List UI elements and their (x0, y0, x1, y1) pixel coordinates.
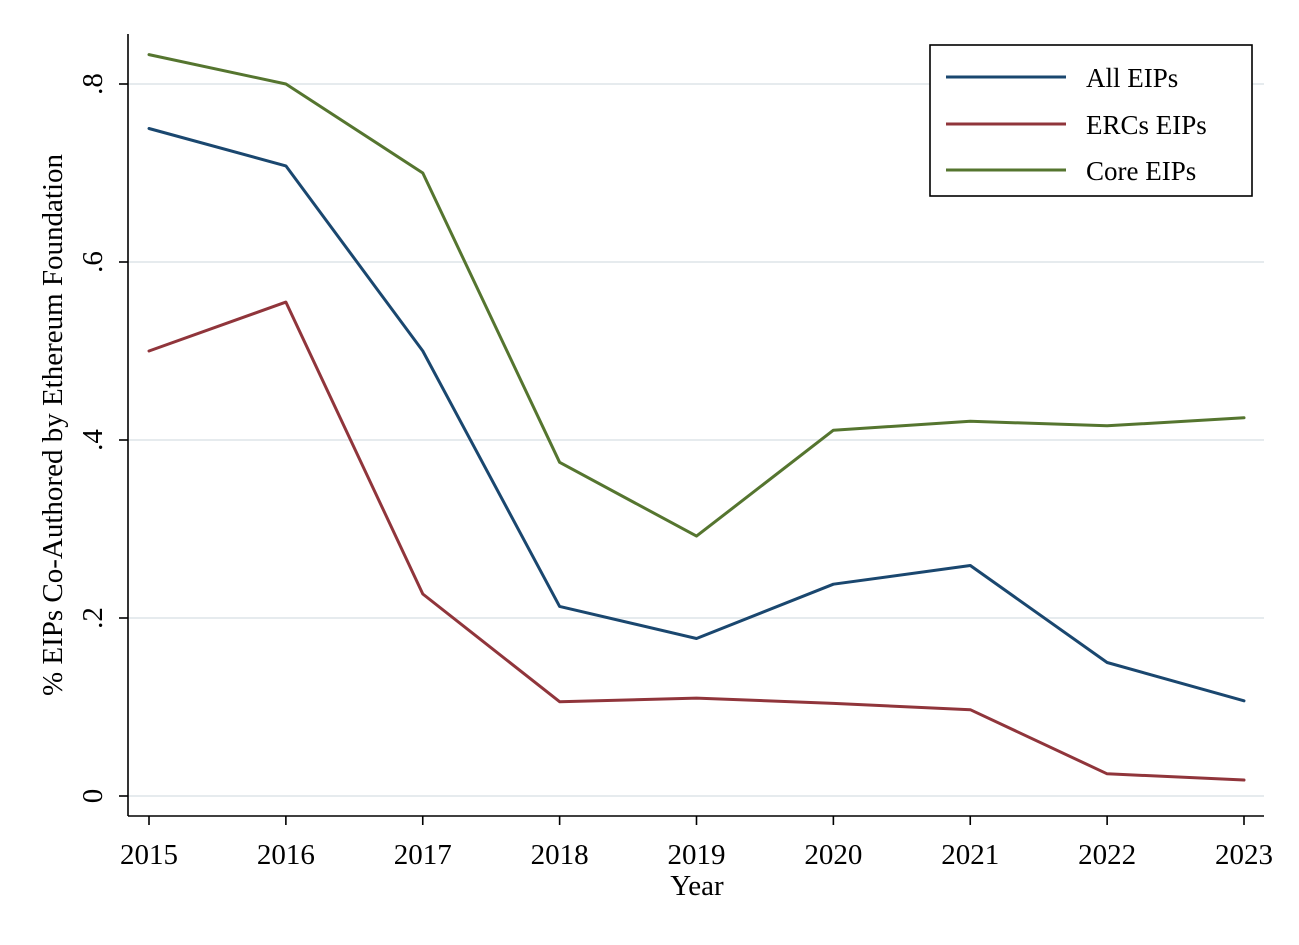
series-line-all-eips (147, 127, 1246, 703)
x-tick-label: 2021 (941, 839, 999, 871)
y-tick-label: 0 (77, 789, 109, 804)
y-axis-title: % EIPs Co-Authored by Ethereum Foundatio… (37, 153, 69, 696)
x-tick-label: 2022 (1078, 839, 1136, 871)
x-tick-label: 2019 (668, 839, 726, 871)
gridlines (128, 83, 1264, 797)
x-tick-label: 2018 (531, 839, 589, 871)
x-tick-label: 2015 (120, 839, 178, 871)
series-line-ercs-eips (147, 300, 1246, 782)
legend-label: Core EIPs (1086, 156, 1196, 186)
legend-label: ERCs EIPs (1086, 110, 1207, 140)
x-axis-title: Year (670, 870, 724, 902)
series-line-core-eips (147, 53, 1246, 538)
legend-label: All EIPs (1086, 63, 1178, 93)
y-tick-label: .8 (77, 73, 109, 95)
x-tick-label: 2023 (1215, 839, 1273, 871)
y-tick-label: .4 (77, 429, 109, 451)
y-tick-label: .2 (77, 607, 109, 629)
x-tick-label: 2017 (394, 839, 452, 871)
y-tick-label: .6 (77, 251, 109, 273)
x-tick-label: 2016 (257, 839, 315, 871)
x-ticks: 2015 2016 2017 2018 2019 2020 2021 2022 2023 (120, 816, 1273, 871)
series-lines (147, 53, 1246, 782)
x-tick-label: 2020 (804, 839, 862, 871)
legend: All EIPs ERCs EIPs Core EIPs (929, 44, 1253, 197)
y-ticks: 0 .2 .4 .6 .8 (77, 73, 128, 803)
